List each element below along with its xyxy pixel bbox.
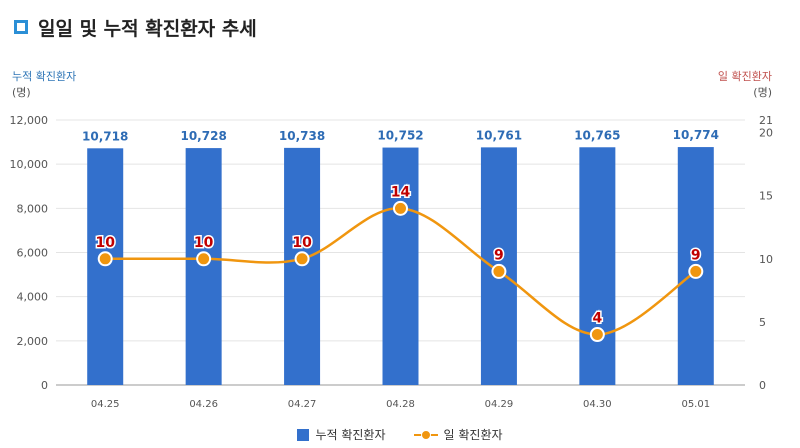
line-value-label: 4 — [592, 311, 602, 327]
right-tick-label: 0 — [759, 379, 766, 392]
line-point — [294, 251, 310, 267]
right-tick-label: 21 — [759, 114, 773, 127]
bar — [185, 148, 222, 385]
legend-item-line[interactable]: 일 확진환자 — [413, 426, 503, 443]
left-tick-label: 6,000 — [17, 247, 49, 260]
line-value-label: 9 — [494, 247, 504, 263]
left-tick-label: 2,000 — [17, 335, 49, 348]
x-tick-label: 04.26 — [189, 399, 218, 410]
line-value-label: 14 — [391, 184, 411, 200]
line-point — [491, 263, 507, 279]
x-tick-label: 05.01 — [681, 399, 710, 410]
left-tick-label: 10,000 — [10, 158, 49, 171]
bar — [579, 147, 616, 385]
x-tick-label: 04.28 — [386, 399, 415, 410]
left-tick-label: 12,000 — [10, 114, 49, 127]
x-tick-label: 04.30 — [583, 399, 612, 410]
title-row: 일일 및 누적 확진환자 추세 — [14, 14, 257, 40]
legend-item-bar[interactable]: 누적 확진환자 — [297, 426, 386, 443]
bar — [284, 147, 321, 385]
x-tick-label: 04.27 — [288, 399, 317, 410]
line-point — [589, 327, 605, 343]
legend: 누적 확진환자 일 확진환자 — [0, 426, 800, 443]
line-point — [97, 251, 113, 267]
line-point — [196, 251, 212, 267]
right-tick-label: 10 — [759, 253, 773, 266]
right-axis-unit: (명) — [753, 86, 772, 99]
bar — [87, 148, 124, 385]
line-value-label: 9 — [691, 247, 701, 263]
legend-line-swatch — [413, 429, 438, 441]
line-value-label: 10 — [194, 235, 214, 251]
legend-line-label: 일 확진환자 — [443, 428, 503, 442]
left-axis-unit: (명) — [12, 86, 31, 99]
bar-value-label: 10,728 — [180, 129, 226, 143]
bar-value-label: 10,752 — [377, 129, 423, 143]
right-tick-label: 5 — [759, 316, 766, 329]
chart-title: 일일 및 누적 확진환자 추세 — [38, 17, 257, 40]
left-tick-label: 0 — [41, 379, 48, 392]
bar-value-label: 10,774 — [673, 128, 719, 142]
right-tick-label: 20 — [759, 127, 773, 140]
bar-value-label: 10,765 — [574, 128, 620, 142]
left-tick-label: 4,000 — [17, 291, 49, 304]
legend-bar-label: 누적 확진환자 — [315, 428, 386, 442]
line-point — [393, 200, 408, 216]
bar-value-label: 10,761 — [476, 128, 522, 142]
left-tick-label: 8,000 — [17, 202, 49, 215]
line-value-label: 10 — [292, 235, 312, 251]
bar-value-label: 10,738 — [279, 129, 325, 143]
right-axis-title: 일 확진환자 — [717, 70, 772, 83]
bar — [382, 147, 419, 385]
right-tick-label: 15 — [759, 190, 773, 203]
bar-value-label: 10,718 — [82, 129, 128, 143]
x-tick-label: 04.25 — [91, 399, 120, 410]
square-bullet-icon — [14, 20, 28, 34]
line-point — [688, 263, 704, 279]
legend-bar-swatch — [297, 428, 310, 441]
left-axis-title: 누적 확진환자 — [12, 70, 77, 83]
line-value-label: 10 — [95, 235, 115, 251]
x-tick-label: 04.29 — [485, 399, 514, 410]
